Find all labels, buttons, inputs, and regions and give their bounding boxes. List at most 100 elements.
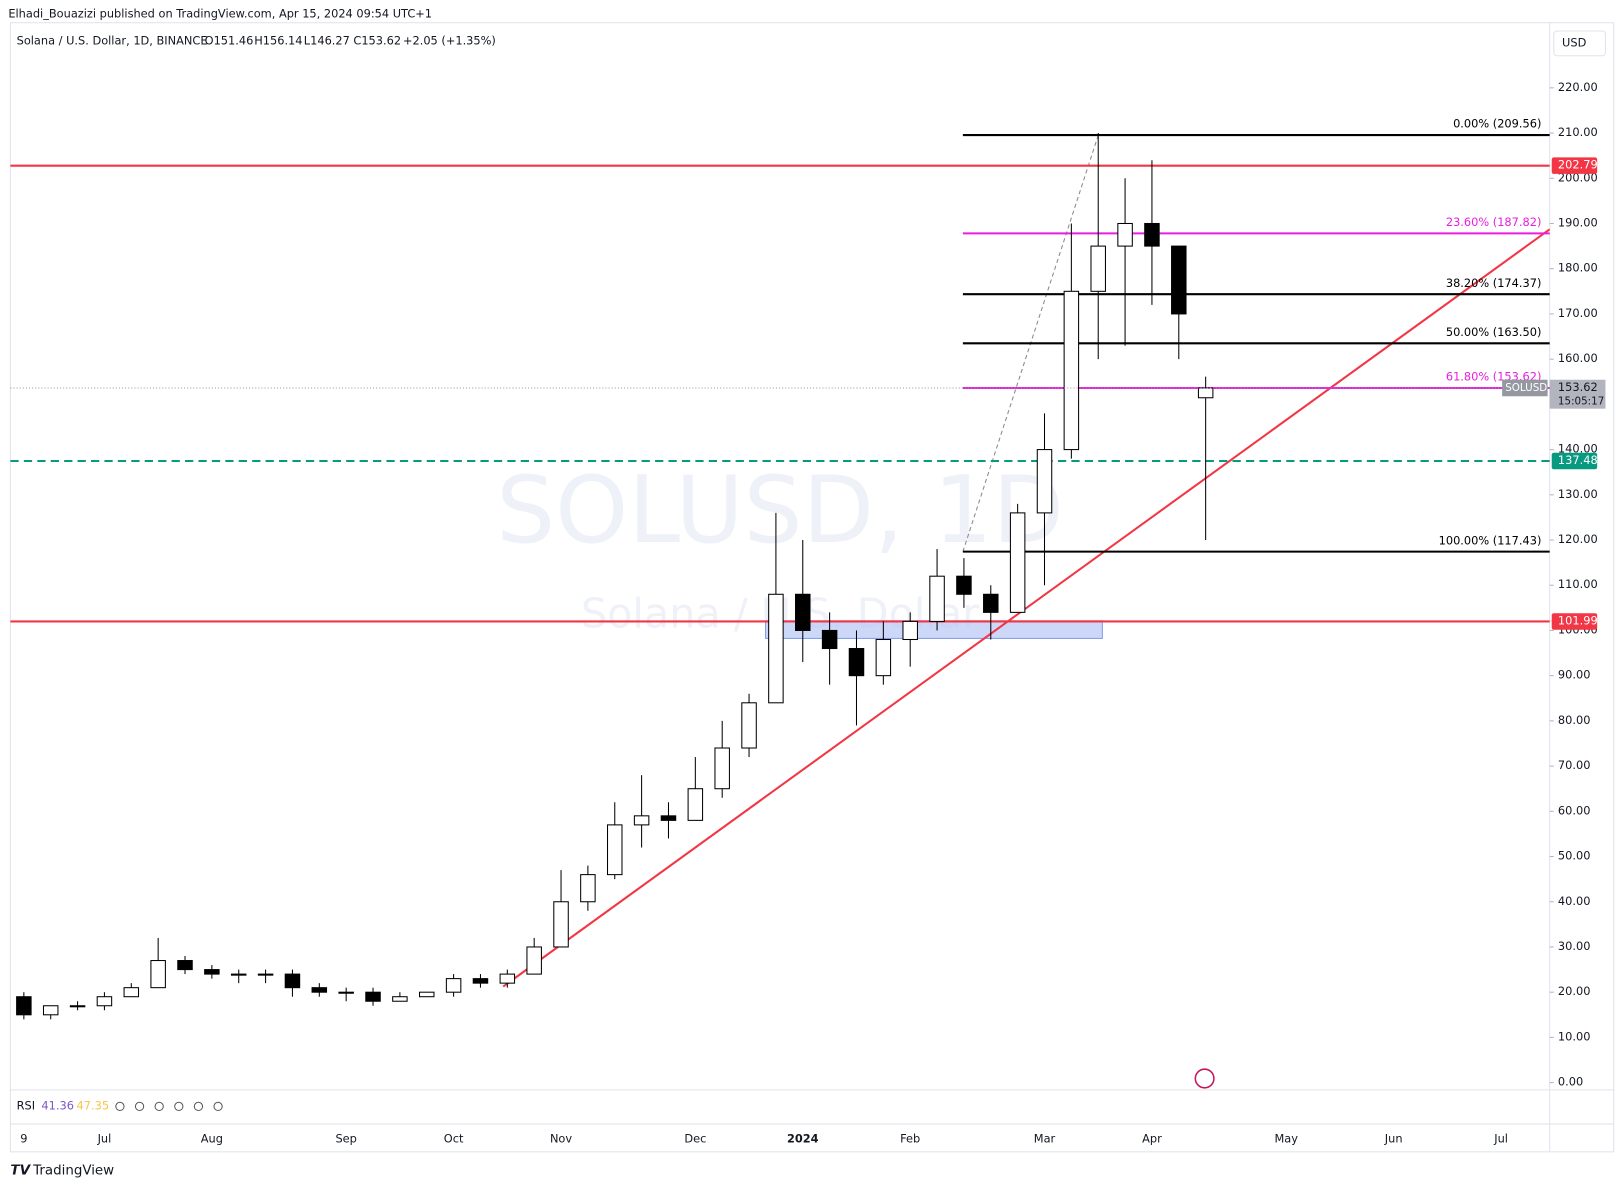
x-tick-label: Jul <box>1493 1131 1508 1145</box>
candle-body <box>875 638 892 677</box>
legend-close: C153.62 <box>353 33 401 47</box>
candle-body <box>418 991 435 998</box>
candle-body <box>499 973 516 984</box>
rsi-icons <box>115 1101 223 1112</box>
y-tick-label: 130.00 <box>1558 487 1598 501</box>
legend-low: L146.27 <box>304 33 350 47</box>
candle-body <box>284 973 301 989</box>
candle-body <box>660 815 677 821</box>
y-tick-label: 60.00 <box>1558 803 1591 817</box>
candle-body <box>1036 449 1053 514</box>
candle-body <box>16 996 32 1016</box>
y-tick-label: 20.00 <box>1558 984 1591 998</box>
candle-body <box>956 575 972 595</box>
x-tick-label: Aug <box>201 1131 223 1145</box>
price-label: 153.62 <box>1558 380 1598 394</box>
candle-body <box>580 874 596 903</box>
fib-label: 38.20% (174.37) <box>1446 276 1542 290</box>
countdown: 15:05:17 <box>1558 395 1604 407</box>
y-tick-label: 120.00 <box>1558 532 1598 546</box>
legend-open: O151.46 <box>205 33 254 47</box>
price-tag <box>1549 379 1606 409</box>
brand-logo: 𝙏𝙑 <box>10 1163 30 1178</box>
candle-body <box>445 978 462 993</box>
candle-body <box>526 946 542 975</box>
x-tick-label: Oct <box>444 1131 464 1145</box>
candle-body <box>607 824 623 876</box>
publisher: Elhadi_Bouazizi published on TradingView… <box>8 6 432 20</box>
candle-body <box>42 1005 59 1016</box>
x-tick-label: Apr <box>1142 1131 1162 1145</box>
symbol-label: SOLUSD <box>1505 382 1547 394</box>
level-label: 101.99 <box>1558 613 1598 627</box>
x-tick-label: 2024 <box>787 1131 819 1145</box>
candle-body <box>1090 245 1106 292</box>
y-tick-label: 90.00 <box>1558 668 1591 682</box>
x-tick-label: Jun <box>1384 1131 1403 1145</box>
candle-body <box>1063 290 1080 451</box>
level-tag <box>1551 157 1598 174</box>
candle-body <box>123 987 140 998</box>
candle-body <box>392 996 408 1002</box>
rsi-value: 41.36 <box>41 1098 74 1112</box>
candle-body <box>472 978 489 984</box>
currency-button[interactable] <box>1553 30 1606 57</box>
candle-body <box>983 593 999 613</box>
demand-zone <box>765 620 1103 639</box>
candle-body <box>768 593 784 704</box>
y-tick-label: 140.00 <box>1558 442 1598 456</box>
candle-body <box>795 593 811 631</box>
candle-body <box>1009 512 1026 613</box>
candle-body <box>553 901 569 948</box>
candle-body <box>257 973 274 976</box>
candle-body <box>96 996 113 1007</box>
brand: TradingView <box>32 1163 114 1178</box>
level-label: 202.79 <box>1558 158 1598 172</box>
x-tick-label: Mar <box>1034 1131 1056 1145</box>
candle-body <box>69 1005 86 1008</box>
symbol-tag <box>1502 379 1548 397</box>
y-tick-label: 40.00 <box>1558 894 1591 908</box>
y-tick-label: 210.00 <box>1558 125 1598 139</box>
candle-body <box>687 788 704 821</box>
x-tick-label: Sep <box>335 1131 356 1145</box>
rsi-name: RSI <box>17 1098 35 1112</box>
y-tick-label: 170.00 <box>1558 306 1598 320</box>
trendline <box>502 228 1551 988</box>
watermark: SOLUSD, 1D <box>496 456 1064 564</box>
frame <box>9 22 1615 1153</box>
currency: USD <box>1562 35 1587 49</box>
x-tick-label: Dec <box>684 1131 706 1145</box>
candle-body <box>204 969 220 975</box>
candle-body <box>177 960 193 971</box>
alert-icon[interactable] <box>1194 1068 1215 1089</box>
candle-body <box>741 702 757 749</box>
level-label: 137.48 <box>1558 453 1598 467</box>
fib-label: 23.60% (187.82) <box>1446 215 1542 229</box>
candle-body <box>848 648 865 677</box>
y-tick-label: 30.00 <box>1558 939 1591 953</box>
candle-body <box>1171 245 1187 315</box>
candle-body <box>365 991 381 1002</box>
y-tick-label: 190.00 <box>1558 215 1598 229</box>
x-tick-label: Nov <box>550 1131 572 1145</box>
x-tick-label: May <box>1274 1131 1298 1145</box>
candle-body <box>230 973 247 976</box>
y-tick-label: 180.00 <box>1558 261 1598 275</box>
rsi-value: 47.35 <box>77 1098 110 1112</box>
y-tick-label: 160.00 <box>1558 351 1598 365</box>
legend-high: H156.14 <box>254 33 302 47</box>
candle-body <box>1197 387 1214 399</box>
candle-body <box>714 747 730 790</box>
candle-body <box>902 620 918 641</box>
x-tick-label: Feb <box>900 1131 920 1145</box>
legend-change: +2.05 (+1.35%) <box>403 33 496 47</box>
y-tick-label: 220.00 <box>1558 80 1598 94</box>
y-tick-label: 70.00 <box>1558 758 1591 772</box>
fib-label: 0.00% (209.56) <box>1453 117 1541 131</box>
y-tick-label: 110.00 <box>1558 577 1598 591</box>
level-tag <box>1551 613 1598 630</box>
candle-body <box>311 987 328 993</box>
candle-body <box>821 629 838 650</box>
